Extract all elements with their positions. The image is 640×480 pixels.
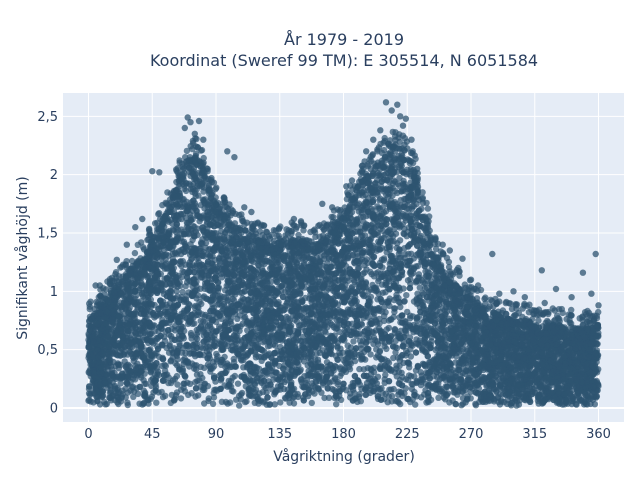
data-point bbox=[373, 320, 381, 327]
data-point bbox=[376, 347, 384, 354]
data-point bbox=[333, 401, 340, 408]
data-point bbox=[174, 381, 181, 388]
data-point bbox=[416, 284, 423, 291]
data-point bbox=[286, 399, 293, 406]
data-point bbox=[221, 353, 228, 361]
data-point bbox=[218, 398, 226, 405]
data-point bbox=[403, 292, 410, 299]
data-point bbox=[101, 398, 108, 406]
data-point bbox=[243, 398, 250, 405]
data-point bbox=[356, 365, 363, 373]
data-point bbox=[230, 388, 237, 395]
data-point bbox=[393, 373, 400, 380]
data-point bbox=[241, 287, 248, 295]
chart-title-line-2: Koordinat (Sweref 99 TM): E 305514, N 60… bbox=[150, 51, 538, 70]
data-point bbox=[117, 380, 124, 387]
data-point bbox=[435, 394, 442, 401]
chart-title-line-1: År 1979 - 2019 bbox=[284, 30, 404, 49]
data-point bbox=[230, 332, 238, 339]
data-point bbox=[388, 392, 396, 400]
data-point bbox=[350, 338, 357, 345]
data-point bbox=[176, 342, 183, 349]
data-point bbox=[462, 399, 469, 406]
data-point bbox=[213, 350, 220, 358]
data-points bbox=[85, 99, 602, 409]
data-point bbox=[178, 386, 185, 393]
data-point bbox=[253, 255, 260, 263]
